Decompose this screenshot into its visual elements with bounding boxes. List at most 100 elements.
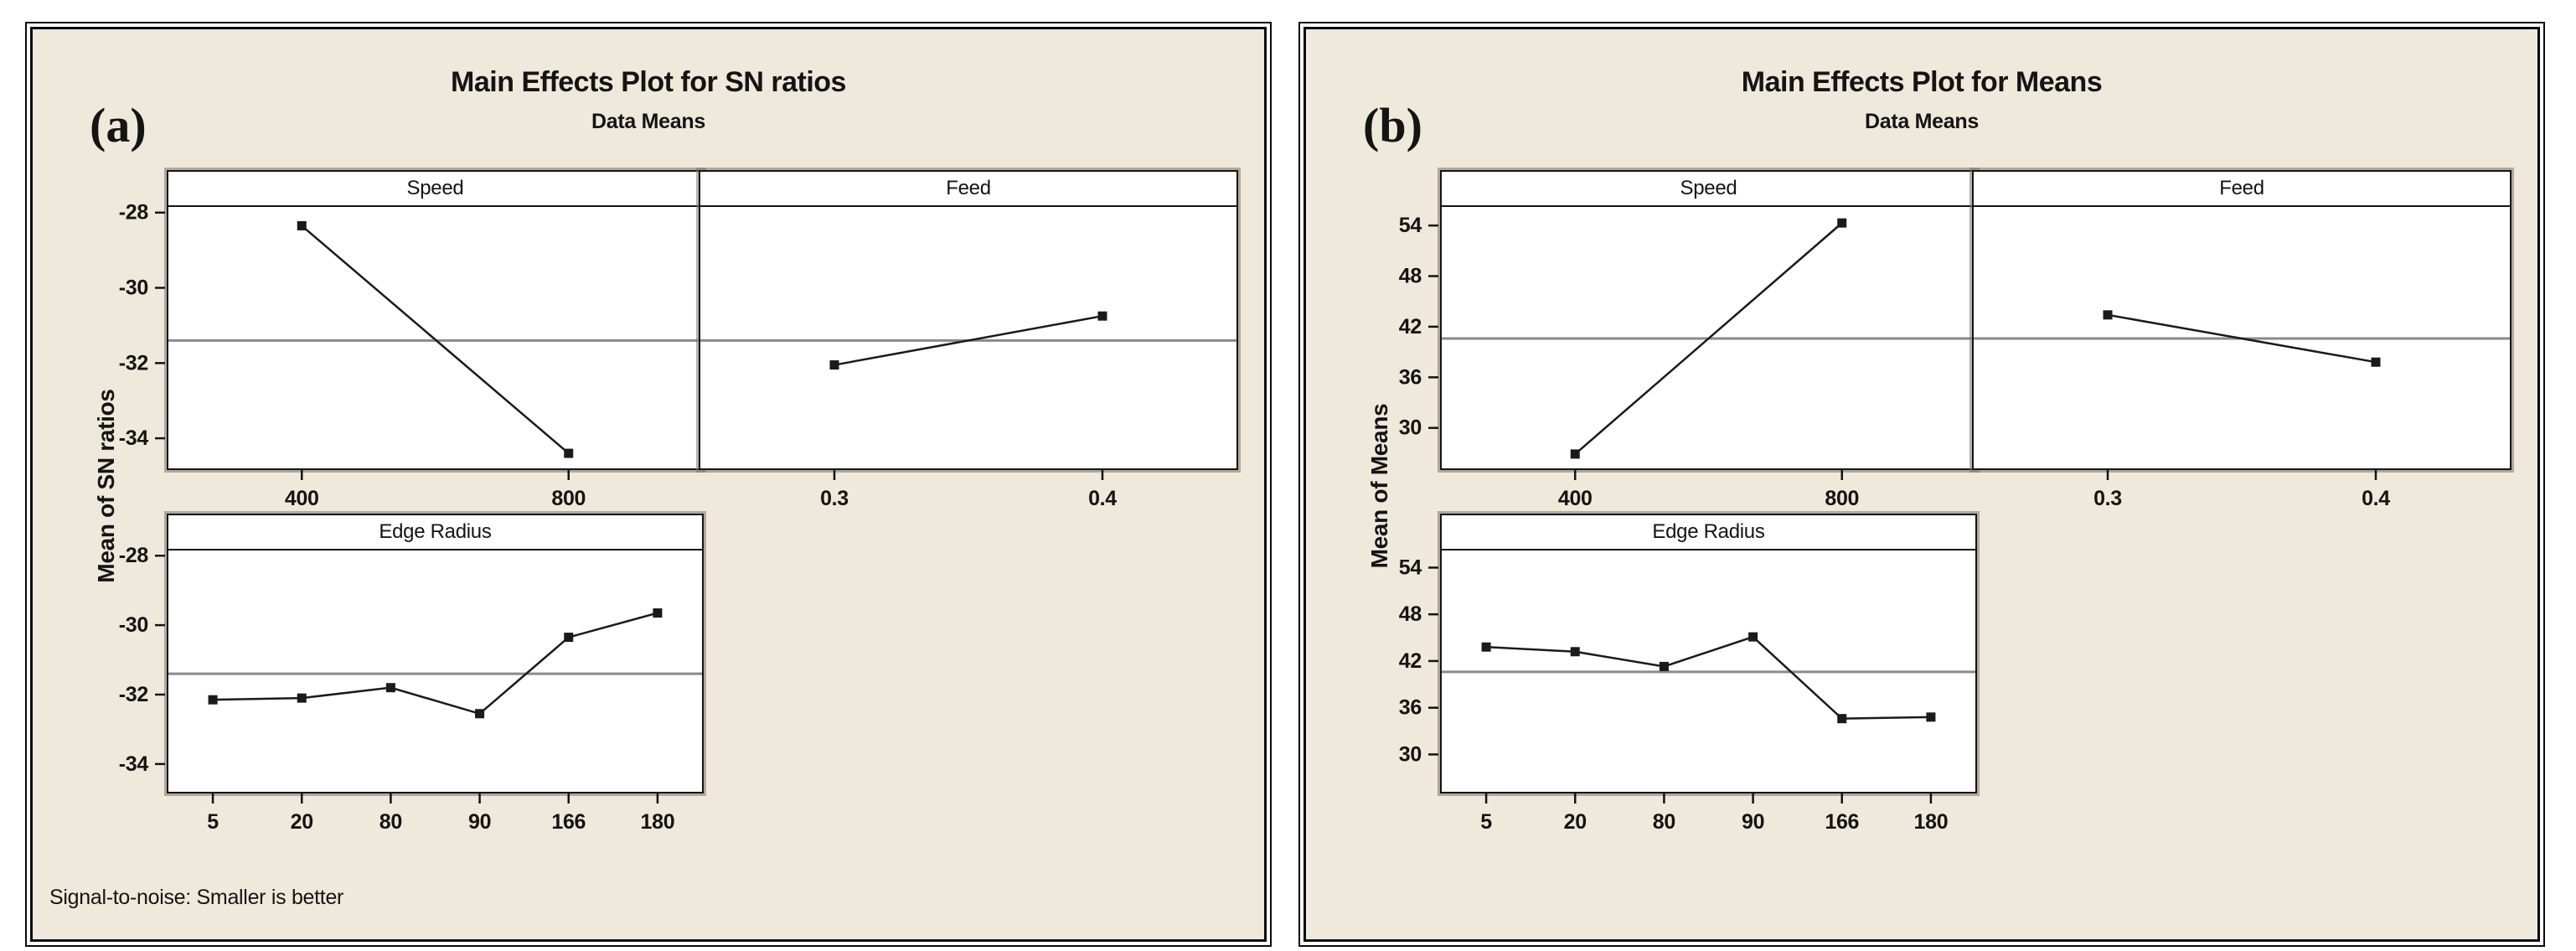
chart-a-y-axis-label: Mean of SN ratios (93, 389, 119, 583)
x-tick-label: 0.4 (2362, 487, 2390, 510)
panel-b-edge-radius-plot: 5 20 80 90 166 180 54 48 42 36 30 (1399, 550, 1975, 834)
panel-a-speed-plot: 400 800 -28 -30 -32 -34 (119, 201, 702, 510)
y-tick-label: 42 (1399, 315, 1422, 339)
x-tick-label: 80 (379, 810, 402, 834)
panel-b-speed-plot: 400 800 54 48 42 36 30 (1399, 207, 1975, 510)
data-point-marker (564, 448, 574, 458)
panel-a-edge-radius-plot: 5 20 80 90 166 180 -28 -30 -32 -34 (119, 544, 702, 834)
data-point-marker (1837, 714, 1847, 724)
x-tick-label: 5 (207, 810, 219, 834)
chart-a-subtitle: Data Means (591, 110, 705, 133)
corner-label-a: (a) (90, 98, 147, 152)
panel-b-edge-radius-header: Edge Radius (1442, 515, 1975, 550)
corner-label-b: (b) (1363, 98, 1422, 152)
x-tick-label: 166 (551, 810, 586, 834)
y-tick-label: 48 (1399, 265, 1422, 288)
y-tick-label: -32 (119, 351, 148, 375)
y-tick-label: 30 (1399, 416, 1422, 440)
panel-a-edge-radius-header: Edge Radius (168, 515, 702, 550)
data-point-marker (1748, 632, 1758, 642)
chart-b-subtitle: Data Means (1865, 110, 1979, 133)
data-point-marker (2371, 357, 2381, 367)
data-point-marker (1659, 661, 1669, 671)
x-tick-label: 180 (641, 810, 675, 834)
chart-b-canvas: (b) Main Effects Plot for Means Data Mea… (1303, 27, 2540, 942)
data-point-marker (297, 693, 307, 703)
y-tick-label: -32 (119, 683, 148, 706)
y-tick-label: 42 (1399, 649, 1422, 673)
x-tick-label: 5 (1480, 810, 1492, 834)
x-tick-label: 20 (291, 810, 313, 834)
data-point-marker (564, 633, 574, 643)
y-tick-label: -34 (119, 426, 149, 450)
chart-a-canvas: (a) Main Effects Plot for SN ratios Data… (30, 27, 1267, 942)
data-point-marker (1570, 647, 1580, 657)
chart-b-means: (b) Main Effects Plot for Means Data Mea… (1298, 22, 2545, 947)
panel-b-edge-radius-svg: 5 20 80 90 166 180 54 48 42 36 30 (1399, 556, 1975, 834)
panel-a-feed-header: Feed (700, 172, 1236, 207)
y-tick-label: -34 (119, 752, 149, 776)
panel-a-feed-svg: 0.3 0.4 (700, 311, 1236, 510)
x-tick-label: 166 (1825, 810, 1859, 834)
chart-a-title: Main Effects Plot for SN ratios (451, 66, 846, 98)
data-point-marker (297, 220, 307, 230)
panel-b-feed-plot: 0.3 0.4 (1974, 207, 2510, 510)
data-point-marker (829, 360, 839, 370)
data-point-marker (1837, 218, 1847, 228)
data-point-marker (475, 709, 485, 719)
x-tick-label: 400 (285, 487, 319, 510)
x-tick-label: 80 (1653, 810, 1675, 834)
data-point-marker (1097, 311, 1107, 321)
y-tick-label: 48 (1399, 602, 1422, 626)
x-tick-label: 0.4 (1088, 487, 1117, 510)
panel-a-feed-plot: 0.3 0.4 (700, 207, 1236, 510)
panel-a-feed: Feed 0.3 0.4 (699, 170, 1238, 510)
x-tick-label: 400 (1558, 487, 1593, 510)
panel-a-edge-radius-svg: 5 20 80 90 166 180 -28 -30 -32 -34 (119, 544, 702, 834)
y-tick-label: 36 (1399, 365, 1422, 389)
panel-b-speed-svg: 400 800 54 48 42 36 30 (1399, 214, 1975, 510)
data-line (2107, 313, 2377, 364)
x-tick-label: 90 (1742, 810, 1764, 834)
x-tick-label: 0.3 (2093, 487, 2122, 510)
y-tick-label: 54 (1399, 214, 1422, 237)
x-tick-label: 180 (1914, 810, 1949, 834)
data-line (1486, 635, 1931, 720)
y-tick-label: -28 (119, 544, 149, 567)
y-tick-label: 54 (1399, 556, 1422, 579)
panel-a-speed-header: Speed (168, 172, 702, 207)
data-point-marker (385, 683, 395, 693)
data-point-marker (2103, 310, 2113, 320)
chart-b-y-axis-label: Mean of Means (1366, 403, 1392, 569)
data-point-marker (208, 695, 218, 705)
chart-a-footer-note: Signal-to-noise: Smaller is better (49, 886, 344, 909)
data-point-marker (1481, 642, 1491, 652)
data-point-marker (1926, 712, 1936, 722)
panel-a-speed-svg: 400 800 -28 -30 -32 -34 (119, 201, 702, 510)
panel-b-speed: Speed 400 800 54 48 42 36 30 (1399, 170, 1977, 510)
data-point-marker (1570, 449, 1580, 459)
data-line (1574, 222, 1843, 455)
panel-a-speed: Speed 400 800 -28 -30 -32 -34 (119, 170, 704, 510)
data-line (301, 225, 570, 454)
x-tick-label: 800 (1825, 487, 1859, 510)
x-tick-label: 0.3 (820, 487, 849, 510)
panel-b-feed-header: Feed (1974, 172, 2510, 207)
data-point-marker (653, 608, 663, 618)
data-line (834, 314, 1103, 366)
y-tick-label: -30 (119, 613, 148, 637)
y-tick-label: 30 (1399, 742, 1422, 766)
y-tick-label: -30 (119, 277, 148, 300)
chart-b-title: Main Effects Plot for Means (1741, 66, 2103, 98)
panel-b-feed-svg: 0.3 0.4 (1974, 310, 2510, 510)
x-tick-label: 800 (551, 487, 586, 510)
y-tick-label: 36 (1399, 696, 1422, 720)
x-tick-label: 20 (1564, 810, 1587, 834)
y-tick-label: -28 (119, 201, 149, 225)
panel-b-edge-radius: Edge Radius 5 20 80 90 166 180 54 48 42 36 30 (1399, 514, 1977, 834)
x-tick-label: 90 (468, 810, 491, 834)
chart-a-sn-ratios: (a) Main Effects Plot for SN ratios Data… (25, 22, 1272, 947)
panel-b-feed: Feed 0.3 0.4 (1972, 170, 2511, 510)
data-line (213, 612, 658, 716)
